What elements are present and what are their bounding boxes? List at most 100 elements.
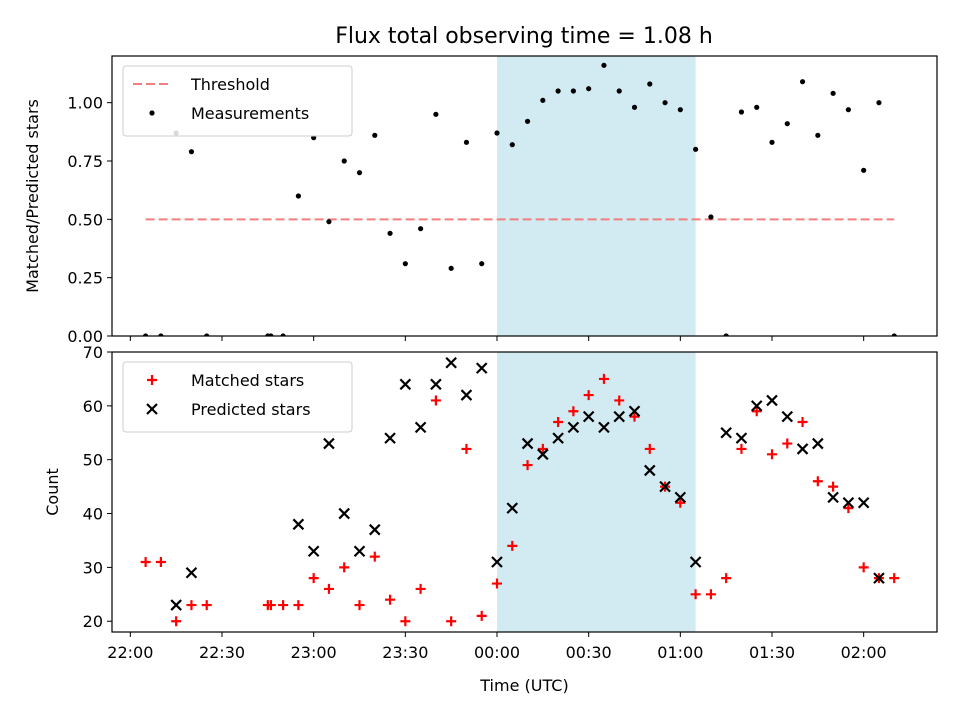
data-point — [158, 333, 164, 336]
data-point — [799, 79, 806, 85]
predicted-point — [369, 523, 381, 536]
matched-point — [522, 460, 533, 471]
legend-label: Measurements — [191, 104, 309, 123]
data-point — [372, 132, 378, 138]
x-axis-label: Time (UTC) — [479, 676, 568, 695]
matched-point — [278, 600, 289, 611]
y-tick-label: 0.50 — [67, 210, 103, 229]
data-point — [784, 121, 790, 127]
matched-point — [186, 600, 197, 611]
data-point — [188, 149, 195, 155]
predicted-point — [766, 394, 778, 407]
matched-point — [889, 573, 900, 584]
y-tick-label: 1.00 — [67, 94, 103, 113]
data-point — [845, 107, 851, 113]
legend-box — [122, 361, 353, 433]
count-panel: 20 30 40 50 60 70 22:00 22:30 23:00 23:30 00:00 00:… — [43, 343, 938, 695]
data-point — [494, 130, 500, 136]
predicted-point — [170, 599, 182, 611]
matched-point — [537, 443, 548, 454]
predicted-point — [582, 410, 595, 423]
data-point — [524, 118, 531, 124]
predicted-point — [842, 496, 855, 509]
matched-point — [644, 443, 655, 454]
predicted-point — [613, 410, 625, 423]
data-point — [204, 333, 210, 336]
legend-label: Predicted stars — [191, 400, 311, 419]
matched-point — [690, 589, 701, 600]
matched-point — [767, 449, 777, 460]
y-tick-label: 60 — [83, 397, 103, 416]
x-tick-label: 23:00 — [291, 643, 337, 662]
predicted-point — [460, 389, 473, 401]
predicted-point — [735, 432, 748, 444]
data-point — [540, 97, 546, 103]
data-point — [479, 261, 485, 267]
matched-point — [828, 481, 839, 492]
data-point — [326, 219, 332, 225]
data-point — [815, 132, 821, 138]
x-tick-label: 22:00 — [107, 643, 153, 662]
predicted-point — [644, 464, 656, 477]
x-tick-label: 01:30 — [749, 643, 795, 662]
y-tick-label: 70 — [83, 343, 103, 362]
axes-frame — [111, 55, 938, 337]
data-point — [723, 333, 729, 336]
matched-point — [430, 395, 441, 406]
predicted-point — [781, 410, 794, 423]
predicted-point — [659, 480, 671, 493]
matched-point — [705, 589, 716, 600]
matched-point — [721, 573, 732, 584]
data-point — [268, 333, 274, 336]
predicted-point — [812, 437, 824, 450]
matched-point — [400, 616, 411, 627]
x-tick-label: 01:00 — [657, 643, 703, 662]
x-tick-label: 23:30 — [382, 643, 428, 662]
matched-point — [782, 438, 793, 449]
predicted-point — [552, 432, 564, 444]
matched-point — [369, 551, 380, 562]
matched-point — [675, 497, 686, 508]
data-point — [631, 104, 638, 110]
chart-title: Flux total observing time = 1.08 h — [335, 24, 713, 49]
predicted-point — [384, 432, 396, 444]
y-tick-label: 0.00 — [67, 327, 103, 346]
y-tick-label: 20 — [83, 612, 103, 631]
predicted-point — [674, 491, 687, 504]
data-point — [463, 139, 470, 145]
matched-point — [568, 406, 579, 417]
predicted-point — [399, 378, 412, 391]
predicted-point — [750, 400, 763, 412]
matched-point — [323, 583, 334, 594]
matched-point — [339, 562, 350, 573]
predicted-point — [414, 421, 427, 434]
matched-point — [629, 411, 640, 422]
data-point — [448, 265, 454, 271]
matched-point — [308, 573, 319, 584]
matched-point — [171, 616, 182, 627]
ratio-panel: 0.00 0.25 0.50 0.75 1.00 Matched/Predicted st… — [23, 55, 938, 346]
predicted-point — [598, 421, 610, 434]
data-point — [341, 158, 347, 164]
predicted-point — [827, 491, 839, 504]
predicted-point — [857, 496, 870, 509]
data-point — [280, 333, 286, 336]
predicted-point — [445, 356, 457, 369]
data-point — [356, 170, 363, 176]
matched-point — [858, 562, 869, 573]
predicted-point — [537, 448, 549, 461]
data-point — [433, 111, 439, 117]
predicted-point — [307, 545, 320, 558]
matched-point — [614, 395, 625, 406]
data-point — [601, 62, 607, 68]
predicted-point — [796, 443, 809, 455]
predicted-point — [292, 518, 305, 531]
matched-point — [598, 373, 609, 384]
observing-window-span — [497, 56, 696, 336]
matched-point — [751, 406, 762, 417]
legend-box — [122, 65, 353, 137]
data-point — [402, 261, 408, 267]
legend-swatch — [146, 403, 158, 415]
predicted-point — [353, 545, 366, 558]
